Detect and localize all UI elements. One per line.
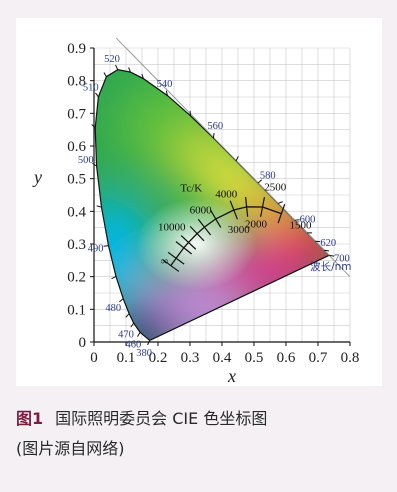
cct-label-7: ∞ [161,255,169,267]
x-tick-label: 0.8 [341,350,360,366]
wavelength-tick [115,64,119,70]
axes: 0 0.1 0.2 0.3 0.4 0.5 0.6 0.7 0.8 0 0.1 0.2 0.3 0.4 0.… [32,41,359,386]
x-tick-label: 0.6 [277,350,296,366]
isotemperature-line [210,209,222,228]
x-tick-label: 0.4 [213,350,232,366]
y-tick-label: 0.1 [67,302,86,318]
spectral-locus [91,37,351,346]
cct-label-0: 1500 [290,219,313,231]
wavelength-tick [165,90,168,96]
caption-text: 国际照明委员会 CIE 色坐标图 [55,409,268,428]
wavelength-tick [128,67,132,73]
figure-caption: 图1 国际照明委员会 CIE 色坐标图 (图片源自网络) [16,404,382,464]
wavelength-tick [96,205,102,208]
wavelength-tick [119,298,124,303]
isotemperature-line [180,235,197,250]
x-tick-label: 0.3 [181,350,200,366]
cct-label-5: 6000 [190,204,213,216]
isotemperature-line [260,197,266,217]
wavelength-label-460: 460 [125,339,141,350]
isotemperature-line [197,218,212,236]
cct-label-6: 10000 [158,221,186,233]
wavelength-label-580: 580 [260,170,276,181]
cie-chromaticity-chart: 0 0.1 0.2 0.3 0.4 0.5 0.6 0.7 0.8 0 0.1 0.2 0.3 0.4 0.… [32,37,359,386]
wavelength-tick [294,219,300,221]
wavelength-label-500: 500 [78,155,94,166]
isotemperature-line [167,251,185,265]
x-tick-label: 0.1 [117,350,136,366]
y-tick-label: 0.2 [67,270,86,286]
caption-line-1: 图1 国际照明委员会 CIE 色坐标图 [16,404,382,434]
isotemperature-line [245,196,249,217]
figure-number: 图1 [16,409,44,428]
wavelength-tick [257,179,263,184]
wavelength-tick [141,73,144,79]
cct-label-1: 2000 [245,219,267,231]
wavelength-tick [324,249,330,252]
x-tick-label: 0.2 [149,350,168,366]
diagonal-line-x-plus-y-1 [116,37,351,278]
wavelength-tick [212,132,215,139]
y-tick-label: 0.5 [67,172,86,188]
isotemperature-line [277,203,286,224]
wavelength-label-700: 700 [334,253,350,264]
wavelength-tick [103,245,109,247]
y-tick-label: 0.3 [67,237,86,253]
y-tick-label: 0.7 [67,106,86,122]
wavelength-label-600: 600 [300,214,316,225]
wavelength-label-490: 490 [88,243,104,254]
white-point-glow [136,198,257,290]
wavelength-tick [235,156,239,162]
wavelength-label-480: 480 [105,303,121,314]
wavelength-tick [329,254,335,257]
y-tick-label: 0 [79,335,87,351]
isotemperature-line [189,225,205,242]
wavelength-tick [130,322,135,328]
wavelength-tick [125,313,130,318]
wavelength-tick [147,340,151,346]
caption-source: (图片源自网络) [16,439,125,458]
y-tick-label: 0.6 [67,139,86,155]
isotemperature-line [162,259,180,272]
wavelength-label-560: 560 [207,121,223,132]
y-axis-title: y [32,167,42,187]
isotemperature-line [229,200,239,220]
y-tick-label: 0.8 [67,74,86,90]
wavelength-unit-label: 波长/nm [310,260,351,273]
figure-panel: 0 0.1 0.2 0.3 0.4 0.5 0.6 0.7 0.8 0 0.1 0.2 0.3 0.4 0.… [16,18,382,386]
y-tick-label: 0.9 [67,41,86,57]
wavelength-tick [111,275,117,280]
wavelength-label-520: 520 [104,54,120,65]
y-tick-label: 0.4 [67,204,86,220]
wavelength-label-380: 380 [136,348,152,359]
wavelength-label-470: 470 [118,330,134,341]
wavelength-tick [103,72,107,78]
wavelength-label-540: 540 [157,79,173,90]
x-axis-title: x [227,366,236,386]
isotemperature-line [175,241,193,255]
wavelength-tick [95,92,99,98]
cct-label-3: 3000 [228,224,251,236]
cct-label-2: 2500 [264,181,287,193]
wavelength-label-620: 620 [320,238,336,249]
wavelength-label-510: 510 [83,82,99,93]
x-tick-label: 0.5 [245,350,264,366]
planckian-locus [162,196,286,272]
color-temperature-label: Tc/K [180,183,202,195]
wavelength-tick [277,201,283,204]
x-tick-label: 0.7 [309,350,328,366]
wavelength-tick [137,332,141,337]
x-tick-label: 0 [90,350,98,366]
blob-cyan [95,195,152,306]
cct-label-4: 4000 [215,188,238,200]
